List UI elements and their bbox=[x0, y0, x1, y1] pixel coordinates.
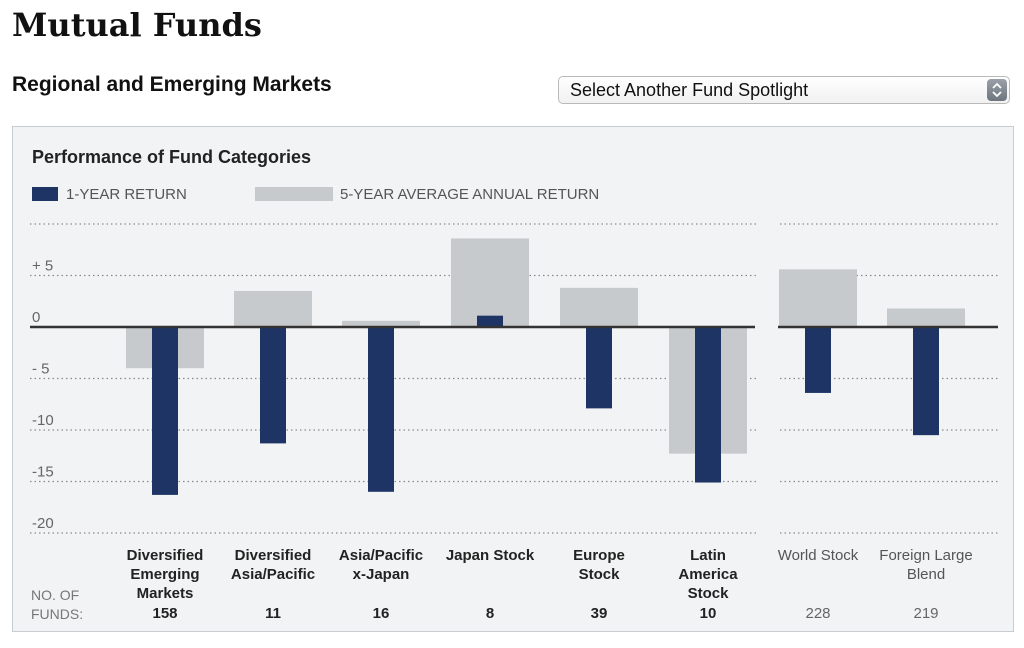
fund-count: 16 bbox=[372, 605, 390, 622]
category-label: Europe Stock bbox=[544, 546, 654, 584]
category-label-line: x-Japan bbox=[352, 566, 410, 583]
bar-1-year-return bbox=[913, 327, 939, 436]
fund-count: 39 bbox=[590, 605, 608, 622]
y-tick-label: -15 bbox=[32, 464, 54, 481]
number-of-funds-label: NO. OF FUNDS: bbox=[31, 586, 111, 624]
bar-1-year-return bbox=[260, 327, 286, 444]
legend-swatch-1-year bbox=[32, 187, 58, 201]
category-label: Diversified Asia/Pacific bbox=[218, 546, 328, 584]
category-label-line: Emerging bbox=[130, 566, 200, 583]
number-of-funds-label-line: NO. OF bbox=[31, 587, 80, 603]
bar-1-year-return bbox=[152, 327, 178, 495]
y-tick-label: -10 bbox=[32, 412, 54, 429]
category-label-line: Stock bbox=[687, 585, 729, 602]
category-label-line: Diversified bbox=[126, 547, 204, 564]
bar-1-year-return bbox=[805, 327, 831, 393]
y-tick-label: + 5 bbox=[32, 258, 53, 275]
category-label-line: Japan Stock bbox=[445, 547, 535, 564]
category-label-line: Blend bbox=[906, 566, 946, 583]
chart-title: Performance of Fund Categories bbox=[32, 147, 312, 167]
category-label-line: Latin bbox=[690, 547, 726, 564]
bar-1-year-return bbox=[477, 315, 503, 327]
category-label: Foreign Large Blend bbox=[871, 546, 981, 584]
bar-1-year-return bbox=[368, 327, 394, 492]
section-title: Regional and Emerging Markets bbox=[12, 73, 332, 96]
legend-label-5-year: 5-YEAR AVERAGE ANNUAL RETURN bbox=[340, 186, 600, 203]
y-tick-label: -20 bbox=[32, 515, 54, 532]
bar-5-year-return bbox=[560, 287, 638, 327]
category-label: Latin America Stock bbox=[653, 546, 763, 603]
legend-swatch-5-year bbox=[255, 187, 333, 201]
category-label-line: Asia/Pacific bbox=[230, 566, 316, 583]
number-of-funds-label-line: FUNDS: bbox=[31, 606, 84, 622]
fund-count: 10 bbox=[699, 605, 717, 622]
bar-1-year-return bbox=[586, 327, 612, 409]
bar-5-year-return bbox=[779, 269, 857, 327]
bar-5-year-return bbox=[342, 320, 420, 327]
category-label-line: Stock bbox=[578, 566, 620, 583]
category-label: Diversified Emerging Markets bbox=[110, 546, 220, 603]
fund-spotlight-select[interactable]: Select Another Fund Spotlight bbox=[558, 76, 1010, 104]
legend-label-1-year: 1-YEAR RETURN bbox=[66, 186, 187, 203]
fund-count: 228 bbox=[805, 605, 831, 622]
bar-1-year-return bbox=[695, 327, 721, 483]
page-title: Mutual Funds bbox=[12, 6, 262, 44]
bar-5-year-return bbox=[887, 308, 965, 327]
y-tick-label: 0 bbox=[32, 309, 40, 326]
fund-count: 219 bbox=[913, 605, 939, 622]
category-label: Asia/Pacific x-Japan bbox=[326, 546, 436, 584]
category-label-line: Markets bbox=[136, 585, 194, 602]
fund-count: 11 bbox=[265, 605, 281, 622]
fund-spotlight-select-value: Select Another Fund Spotlight bbox=[570, 80, 809, 100]
fund-count: 8 bbox=[485, 605, 495, 622]
select-stepper-icon bbox=[987, 79, 1007, 101]
y-tick-label: - 5 bbox=[32, 361, 50, 378]
category-label-line: America bbox=[678, 566, 738, 583]
category-label-line: Europe bbox=[573, 547, 625, 564]
category-label: World Stock bbox=[763, 546, 873, 565]
category-label: Japan Stock bbox=[435, 546, 545, 565]
category-label-line: Diversified bbox=[234, 547, 312, 564]
fund-count: 158 bbox=[152, 605, 178, 622]
category-label-line: World Stock bbox=[777, 547, 859, 564]
category-label-line: Foreign Large bbox=[879, 547, 973, 564]
category-label-line: Asia/Pacific bbox=[338, 547, 424, 564]
bar-5-year-return bbox=[451, 238, 529, 327]
bar-5-year-return bbox=[234, 290, 312, 327]
